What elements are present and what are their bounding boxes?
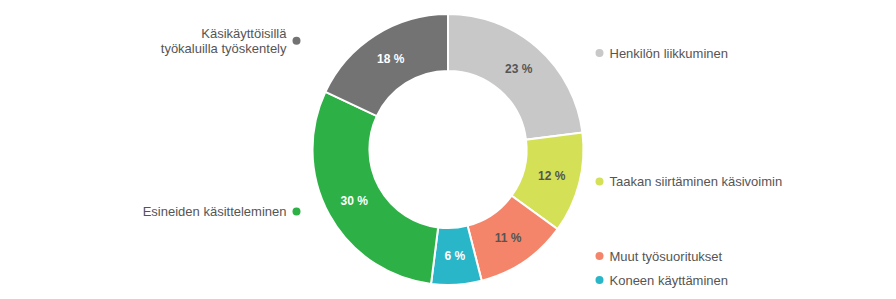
slice: [431, 226, 482, 285]
data-labels: 23 % 12 % 11 % 6 % 30 % 18 %: [341, 52, 566, 263]
label-dot: [293, 208, 301, 216]
label-dot: [596, 178, 604, 186]
label-dot: [293, 37, 301, 45]
data-label: 18 %: [377, 52, 405, 66]
category-labels: Henkilön liikkuminen Taakan siirtäminen k…: [143, 26, 783, 288]
category-label: Esineiden käsitteleminen: [143, 204, 287, 219]
category-label: Taakan siirtäminen käsivoimin: [610, 174, 783, 189]
chart: 23 %12 %11 %6 %30 %18 %Henkilön liikkumi…: [0, 0, 896, 299]
data-label: 23 %: [505, 62, 533, 76]
data-label: 6 %: [444, 249, 465, 263]
slice: [312, 92, 438, 284]
category-label: Muut työsuoritukset: [610, 249, 723, 264]
data-label: 30 %: [341, 194, 369, 208]
label-dot: [596, 252, 604, 260]
label-dot: [596, 49, 604, 57]
plot: 23 %12 %11 %6 %30 %18 %Henkilön liikkumi…: [143, 14, 783, 288]
category-label: Koneen käyttäminen: [610, 273, 729, 288]
category-label: Henkilön liikkuminen: [610, 45, 729, 60]
slice: [448, 14, 582, 140]
slice: [468, 196, 558, 281]
data-label: 12 %: [538, 169, 566, 183]
data-label: 11 %: [495, 231, 522, 245]
label-dot: [596, 276, 604, 284]
slices: [312, 14, 583, 285]
category-label: Käsikäyttöisillätyökaluilla työskentely: [161, 26, 287, 56]
slice: [325, 14, 448, 116]
